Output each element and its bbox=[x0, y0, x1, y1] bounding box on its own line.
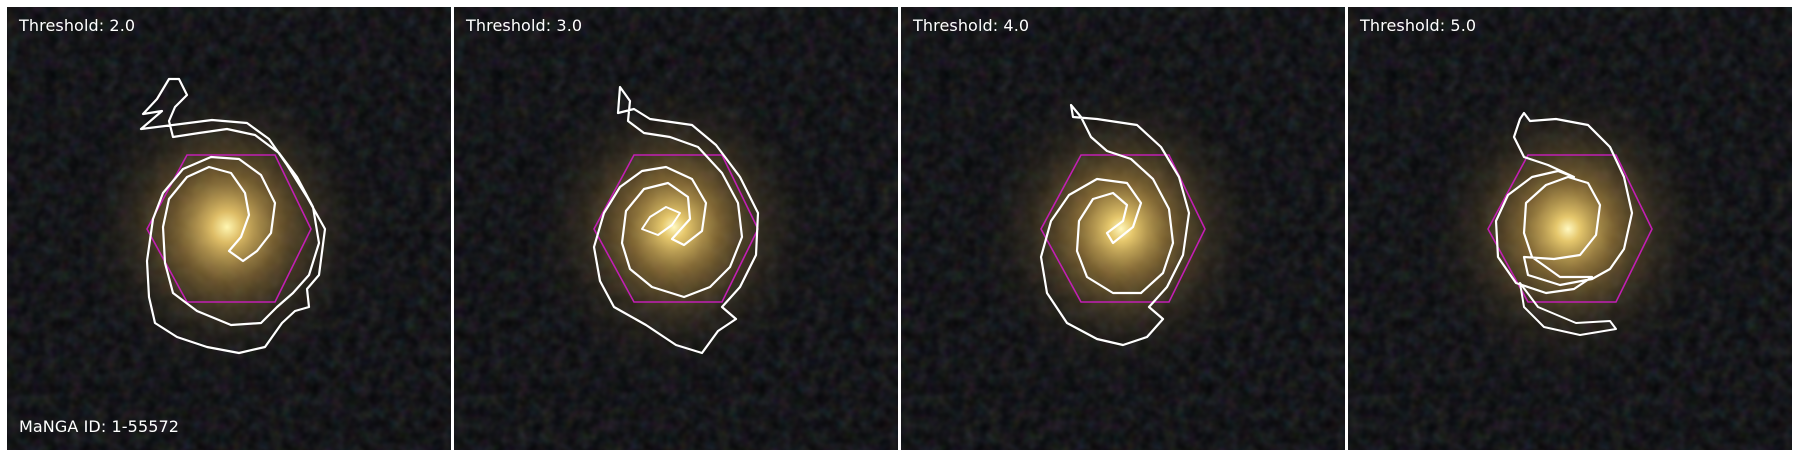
threshold-label: Threshold: 2.0 bbox=[19, 16, 136, 35]
threshold-label: Threshold: 3.0 bbox=[466, 16, 583, 35]
ifu-hexagon-footprint bbox=[146, 154, 312, 303]
galaxy-image bbox=[1348, 7, 1792, 450]
galaxy-image bbox=[7, 7, 451, 450]
galaxy-image bbox=[454, 7, 898, 450]
spiral-arm-contour bbox=[592, 85, 760, 355]
ifu-hexagon-footprint bbox=[1487, 154, 1653, 303]
panel-threshold-3: Threshold: 3.0 bbox=[454, 7, 898, 450]
ifu-hexagon-footprint bbox=[593, 154, 759, 303]
spiral-arm-contour bbox=[1494, 111, 1634, 295]
spiral-arm-contour bbox=[641, 206, 681, 236]
threshold-label: Threshold: 4.0 bbox=[913, 16, 1030, 35]
panel-threshold-5: Threshold: 5.0 bbox=[1348, 7, 1792, 450]
spiral-arm-contour bbox=[1519, 282, 1617, 336]
threshold-label: Threshold: 5.0 bbox=[1360, 16, 1477, 35]
manga-id-label: MaNGA ID: 1-55572 bbox=[19, 417, 180, 436]
spiral-arm-contour bbox=[139, 77, 327, 355]
spiral-arm-contour bbox=[1039, 103, 1191, 347]
ifu-hexagon-footprint bbox=[1040, 154, 1206, 303]
panel-threshold-4: Threshold: 4.0 bbox=[901, 7, 1345, 450]
panel-threshold-2: Threshold: 2.0 MaNGA ID: 1-55572 bbox=[7, 7, 451, 450]
galaxy-image bbox=[901, 7, 1345, 450]
